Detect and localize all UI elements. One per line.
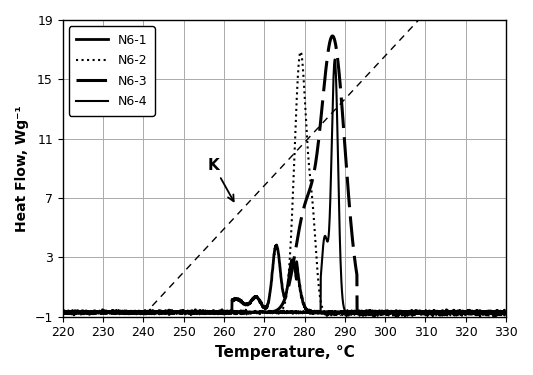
X-axis label: Temperature, °C: Temperature, °C [214,345,354,360]
N6-1 [372,310,378,315]
N6-2 [297,50,304,54]
N6-3 [503,309,510,314]
Legend: N6-1, N6-2, N6-3, N6-4: N6-1, N6-2, N6-3, N6-4 [69,26,155,116]
N6-4 [340,296,346,301]
N6-4 [474,310,480,314]
N6-3 [340,112,346,117]
Line: N6-1: N6-1 [63,245,506,314]
N6-2 [339,313,345,317]
N6-4 [502,310,508,315]
N6-3 [453,310,459,314]
Text: K: K [208,158,233,201]
N6-3 [474,309,480,313]
N6-1 [162,309,168,314]
N6-3 [502,309,508,314]
N6-1 [339,310,345,315]
N6-1 [502,310,508,314]
N6-4 [163,310,169,315]
N6-4 [453,310,459,315]
N6-3 [163,309,169,313]
Line: N6-2: N6-2 [63,52,506,317]
N6-3 [71,312,77,317]
N6-1 [503,310,510,315]
N6-3 [372,309,378,314]
N6-4 [77,312,84,316]
N6-2 [474,310,480,315]
N6-3 [329,34,336,38]
N6-4 [60,310,66,315]
Y-axis label: Heat Flow, Wg⁻¹: Heat Flow, Wg⁻¹ [15,105,29,232]
N6-4 [372,310,378,314]
N6-2 [503,313,510,317]
Line: N6-4: N6-4 [63,60,506,314]
N6-1 [273,243,280,247]
N6-2 [162,309,168,314]
N6-2 [60,310,66,314]
N6-2 [453,313,459,317]
N6-3 [60,310,66,315]
N6-1 [374,312,380,316]
N6-1 [474,310,480,314]
N6-1 [60,310,66,314]
N6-4 [503,310,510,315]
Line: N6-3: N6-3 [63,36,506,315]
N6-2 [494,315,500,319]
N6-1 [453,310,459,314]
N6-2 [502,312,508,316]
N6-4 [332,57,338,62]
N6-2 [372,312,378,316]
